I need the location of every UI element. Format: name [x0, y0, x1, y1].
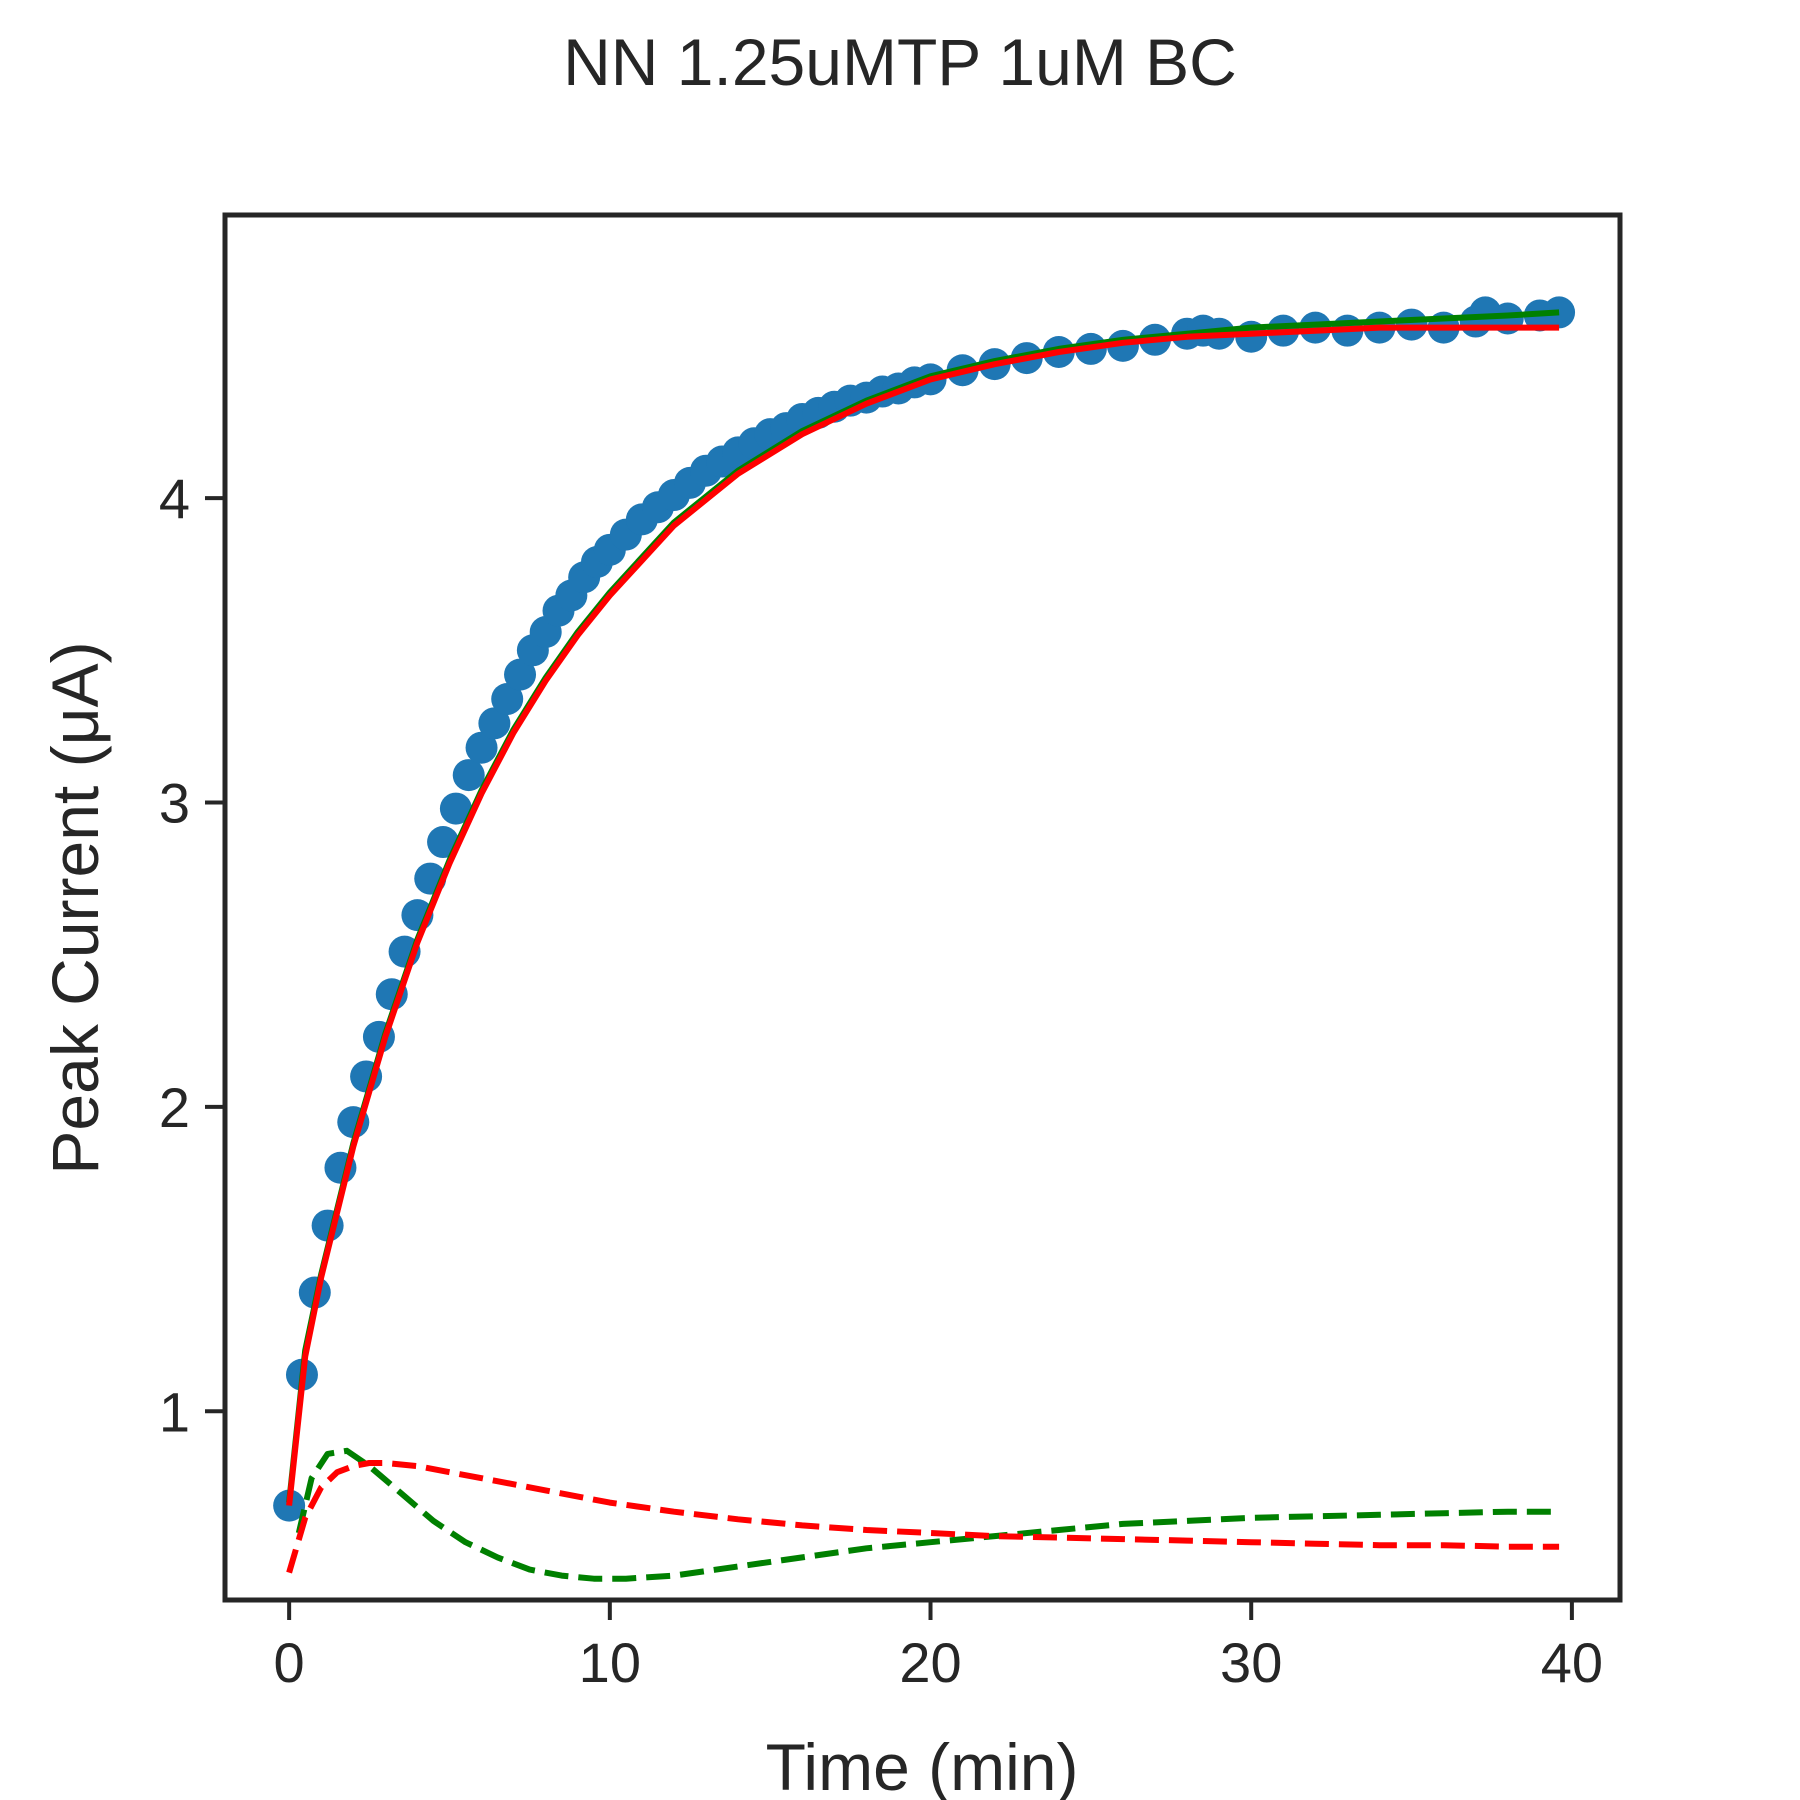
data-point: [478, 707, 511, 740]
plot-frame: [222, 212, 1623, 1603]
solid-red-fit-line: [286, 324, 1560, 1506]
x-tick-label: 0: [274, 1631, 305, 1694]
axis-ticks: 0 10 20 30 40 1 2 3 4: [159, 467, 1603, 1694]
dashed-green-fit-line: [295, 1447, 1560, 1582]
data-point: [504, 658, 537, 691]
data-point: [491, 682, 524, 715]
x-tick-label: 30: [1220, 1631, 1282, 1694]
data-point: [1395, 308, 1428, 341]
data-point: [465, 731, 498, 764]
data-point: [1299, 311, 1332, 344]
y-tick-label: 3: [159, 771, 190, 834]
solid-green-fit-line: [286, 309, 1560, 1503]
y-tick-label: 2: [159, 1076, 190, 1139]
x-axis-label: Time (min): [766, 1730, 1079, 1800]
data-point: [439, 792, 472, 825]
dashed-red-fit-line: [286, 1460, 1560, 1574]
y-tick-label: 1: [159, 1380, 190, 1443]
plot-marks: [273, 296, 1576, 1582]
data-point: [273, 1489, 306, 1522]
x-tick-label: 10: [579, 1631, 641, 1694]
data-point: [452, 759, 485, 792]
x-tick-label: 40: [1541, 1631, 1603, 1694]
chart-title: NN 1.25uMTP 1uM BC: [563, 25, 1237, 99]
x-tick-label: 20: [899, 1631, 961, 1694]
y-axis-label: Peak Current (μA): [38, 641, 112, 1174]
y-tick-label: 4: [159, 467, 190, 530]
